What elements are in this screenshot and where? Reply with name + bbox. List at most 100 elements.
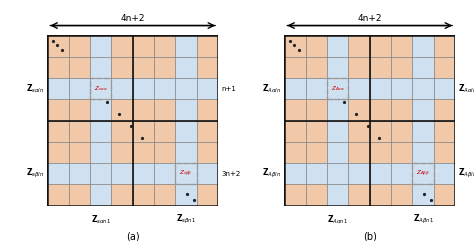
Bar (69, 142, 90, 163)
Bar (327, 78, 348, 99)
Bar (47, 56, 69, 78)
Text: $\mathbf{Z}_{A\alpha ln}$: $\mathbf{Z}_{A\alpha ln}$ (262, 82, 281, 95)
Bar (90, 56, 111, 78)
Bar (69, 163, 90, 185)
Bar (69, 78, 90, 99)
Bar (90, 78, 111, 99)
Bar (197, 120, 218, 142)
Bar (391, 35, 412, 56)
Bar (133, 185, 154, 206)
Bar (111, 185, 133, 206)
Bar (154, 99, 175, 120)
Bar (47, 142, 69, 163)
Text: $Z_{A\beta\beta}$: $Z_{A\beta\beta}$ (416, 169, 430, 179)
Bar (412, 185, 434, 206)
Bar (47, 35, 69, 56)
Text: n+1: n+1 (221, 86, 236, 92)
Bar (133, 142, 154, 163)
Bar (175, 99, 197, 120)
Bar (197, 163, 218, 185)
Bar (434, 185, 455, 206)
Bar (111, 56, 133, 78)
Bar (348, 120, 370, 142)
Bar (434, 120, 455, 142)
Bar (90, 185, 111, 206)
Bar (348, 35, 370, 56)
Bar (370, 185, 391, 206)
Bar (47, 185, 69, 206)
Bar (47, 163, 69, 185)
Bar (348, 78, 370, 99)
Bar (197, 99, 218, 120)
Bar (197, 35, 218, 56)
Bar (327, 142, 348, 163)
Bar (197, 78, 218, 99)
Bar (284, 142, 306, 163)
Bar (370, 120, 391, 142)
Bar (306, 163, 327, 185)
Bar (154, 163, 175, 185)
Bar (412, 78, 434, 99)
Bar (327, 185, 348, 206)
Text: $\mathbf{Z}_{s\alpha n1}$: $\mathbf{Z}_{s\alpha n1}$ (91, 213, 111, 226)
Bar (306, 99, 327, 120)
Bar (133, 35, 154, 56)
Bar (69, 35, 90, 56)
Bar (434, 35, 455, 56)
Bar (412, 120, 434, 142)
Bar (391, 185, 412, 206)
Bar (90, 142, 111, 163)
Bar (284, 56, 306, 78)
Bar (370, 56, 391, 78)
Bar (90, 99, 111, 120)
Bar (306, 185, 327, 206)
Bar (348, 163, 370, 185)
Bar (197, 185, 218, 206)
Bar (284, 78, 306, 99)
Bar (47, 120, 69, 142)
Bar (412, 163, 434, 185)
Text: 3n+2: 3n+2 (221, 171, 240, 177)
Bar (111, 142, 133, 163)
Bar (133, 78, 154, 99)
Bar (370, 163, 391, 185)
Bar (197, 142, 218, 163)
Bar (412, 163, 434, 185)
Text: $\mathbf{Z}_{A\beta ln}$: $\mathbf{Z}_{A\beta ln}$ (262, 167, 281, 180)
Bar (175, 142, 197, 163)
Bar (69, 56, 90, 78)
Bar (412, 99, 434, 120)
Text: $\mathbf{Z}_{A\alpha n1}$: $\mathbf{Z}_{A\alpha n1}$ (327, 213, 348, 226)
Bar (197, 56, 218, 78)
Bar (90, 120, 111, 142)
Bar (133, 120, 154, 142)
Bar (175, 56, 197, 78)
Bar (306, 142, 327, 163)
Bar (391, 99, 412, 120)
Bar (69, 99, 90, 120)
Text: $Z_{s\beta\beta}$: $Z_{s\beta\beta}$ (179, 169, 193, 179)
Bar (348, 99, 370, 120)
Bar (391, 78, 412, 99)
Bar (306, 56, 327, 78)
Bar (391, 163, 412, 185)
Bar (175, 120, 197, 142)
Bar (47, 78, 69, 99)
Bar (348, 185, 370, 206)
Bar (327, 78, 348, 99)
Text: $\mathbf{Z}_{s\alpha ln}$: $\mathbf{Z}_{s\alpha ln}$ (26, 82, 44, 95)
Bar (133, 163, 154, 185)
Bar (175, 78, 197, 99)
Bar (348, 142, 370, 163)
Bar (154, 142, 175, 163)
Text: 4n+2: 4n+2 (120, 14, 145, 23)
Bar (111, 120, 133, 142)
Bar (327, 163, 348, 185)
Bar (111, 78, 133, 99)
Bar (412, 35, 434, 56)
Bar (69, 185, 90, 206)
Bar (391, 120, 412, 142)
Text: $\mathbf{Z}_{A\alpha ln}$: $\mathbf{Z}_{A\alpha ln}$ (458, 82, 474, 95)
Bar (175, 35, 197, 56)
Bar (327, 35, 348, 56)
